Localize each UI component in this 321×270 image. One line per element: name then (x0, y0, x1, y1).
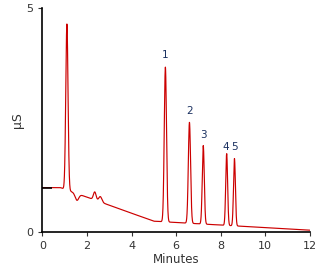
Text: 3: 3 (201, 130, 207, 140)
Text: 1: 1 (162, 50, 169, 60)
Text: 2: 2 (186, 106, 193, 116)
Text: 5: 5 (231, 142, 238, 152)
X-axis label: Minutes: Minutes (153, 253, 199, 266)
Y-axis label: μS: μS (11, 112, 23, 128)
Text: 4: 4 (223, 142, 230, 152)
